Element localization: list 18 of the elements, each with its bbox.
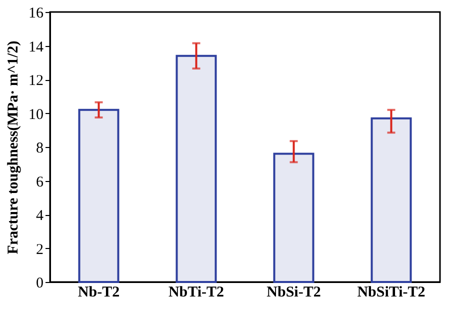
y-tick-label: 0 [36,276,44,292]
y-tick-label: 16 [28,6,44,22]
y-tick-label: 8 [36,140,44,156]
bar [78,108,120,283]
y-tick-label: 10 [28,106,44,123]
y-tick-label: 14 [28,39,44,56]
x-tick-label: NbSi-T2 [266,284,321,300]
y-tick-label: 2 [36,242,44,258]
bar [273,152,314,283]
x-tick-label: NbSiTi-T2 [357,284,426,300]
y-axis-title: Fracture toughness(MPa· m^1/2) [6,40,22,254]
y-tick-label: 6 [36,174,44,190]
x-tick-label: Nb-T2 [78,284,120,300]
y-tick-label: 4 [36,208,44,224]
bar [370,117,412,283]
bar [176,54,217,283]
x-tick-label: NbTi-T2 [168,284,224,300]
y-tick-label: 12 [28,73,44,89]
